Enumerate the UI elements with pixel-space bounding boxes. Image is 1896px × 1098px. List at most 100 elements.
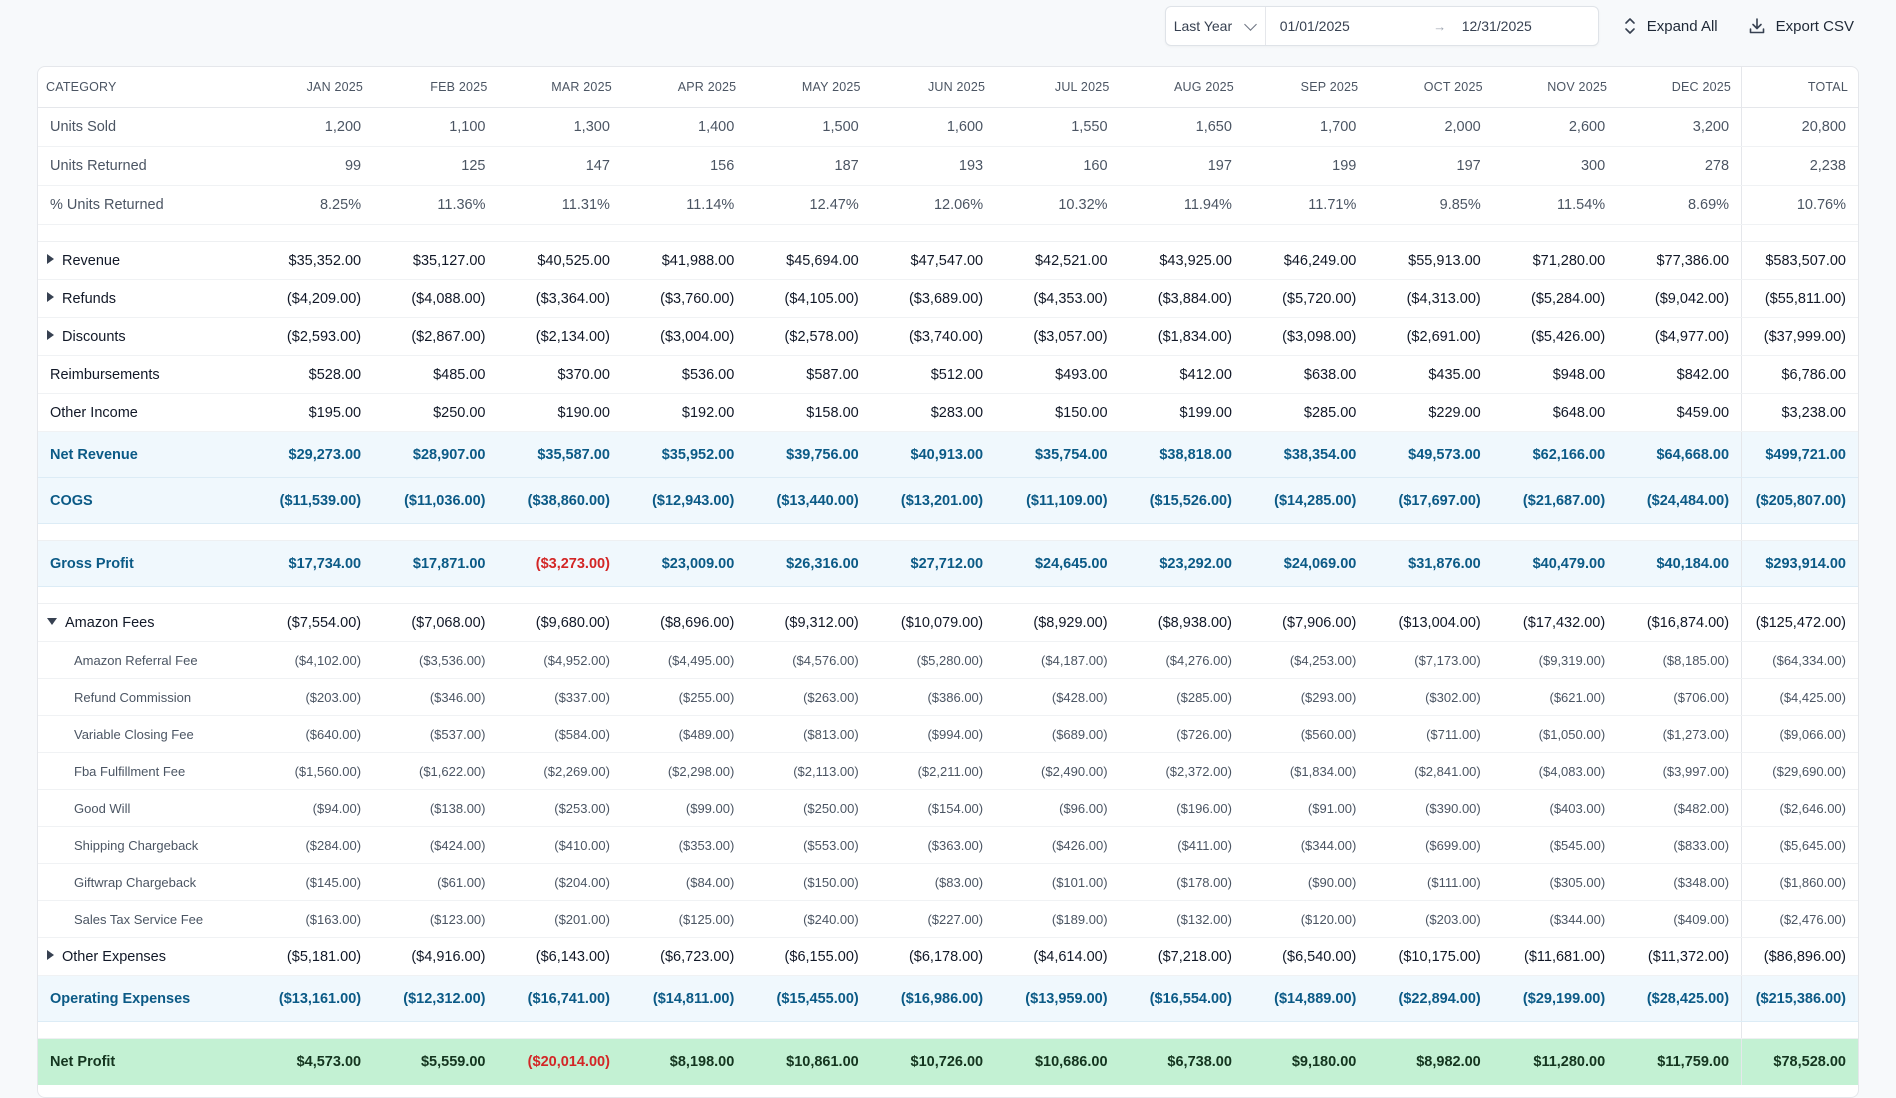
- row-label-text: Amazon Fees: [65, 614, 155, 631]
- value-cell: $8,982.00: [1368, 1038, 1493, 1085]
- spacer-cell: [373, 586, 498, 604]
- spacer-row: [38, 1021, 1858, 1039]
- table-row[interactable]: Revenue $35,352.00 $35,127.00 $40,525.00 $41…: [38, 241, 1858, 280]
- chevron-down-icon: [1243, 17, 1257, 31]
- value-cell: $190.00: [497, 393, 622, 432]
- total-cell: ($29,690.00): [1741, 752, 1858, 790]
- start-date-input[interactable]: 01/01/2025: [1279, 18, 1350, 34]
- spacer-cell: [621, 224, 747, 242]
- caret-right-icon[interactable]: [47, 291, 54, 302]
- spacer-cell: [1368, 586, 1493, 604]
- date-preset-select[interactable]: Last Year: [1166, 7, 1266, 45]
- table-row: COGS ($11,539.00) ($11,036.00) ($38,860.00)…: [38, 477, 1858, 524]
- value-cell: ($409.00): [1617, 900, 1742, 938]
- spacer-cell: [621, 523, 747, 541]
- row-label: Variable Closing Fee: [38, 715, 249, 753]
- column-header-month: FEB 2025: [373, 67, 498, 108]
- spacer-cell: [38, 224, 249, 242]
- value-cell: $35,127.00: [373, 241, 498, 280]
- spacer-cell: [1119, 224, 1244, 242]
- value-cell: $512.00: [870, 355, 996, 394]
- spacer-cell: [497, 523, 622, 541]
- value-cell: ($8,185.00): [1617, 641, 1742, 679]
- row-label[interactable]: Other Expenses: [38, 937, 249, 976]
- spacer-cell: [1741, 586, 1858, 604]
- value-cell: ($4,576.00): [746, 641, 871, 679]
- value-cell: ($13,440.00): [746, 477, 871, 524]
- value-cell: ($22,894.00): [1368, 975, 1493, 1022]
- spacer-cell: [1368, 523, 1493, 541]
- download-icon: [1749, 18, 1764, 34]
- row-label: Reimbursements: [38, 355, 249, 394]
- table-row[interactable]: Refunds ($4,209.00) ($4,088.00) ($3,364.00)…: [38, 279, 1858, 318]
- value-cell: ($5,426.00): [1492, 317, 1618, 356]
- value-cell: ($4,088.00): [373, 279, 498, 318]
- table-row[interactable]: Other Expenses ($5,181.00) ($4,916.00) ($6,…: [38, 937, 1858, 976]
- value-cell: ($1,050.00): [1492, 715, 1618, 753]
- value-cell: ($9,042.00): [1617, 279, 1742, 318]
- value-cell: ($4,105.00): [746, 279, 871, 318]
- value-cell: ($9,680.00): [497, 603, 622, 642]
- value-cell: ($4,209.00): [248, 279, 374, 318]
- total-cell: ($205,807.00): [1741, 477, 1858, 524]
- total-cell: 2,238: [1741, 146, 1858, 186]
- value-cell: ($3,536.00): [373, 641, 498, 679]
- value-cell: $842.00: [1617, 355, 1742, 394]
- value-cell: ($16,741.00): [497, 975, 622, 1022]
- row-label[interactable]: Discounts: [38, 317, 249, 356]
- caret-right-icon[interactable]: [47, 253, 54, 264]
- value-cell: $39,756.00: [746, 431, 871, 478]
- row-label-text: Giftwrap Chargeback: [74, 874, 197, 890]
- spacer-row: [38, 586, 1858, 604]
- value-cell: $4,573.00: [248, 1038, 374, 1085]
- column-header-month: JUN 2025: [870, 67, 996, 108]
- spacer-cell: [248, 224, 374, 242]
- row-label-text: Fba Fulfillment Fee: [74, 763, 186, 779]
- value-cell: ($90.00): [1243, 863, 1369, 901]
- caret-down-icon[interactable]: [47, 617, 57, 625]
- value-cell: ($7,068.00): [373, 603, 498, 642]
- spacer-cell: [248, 1021, 374, 1039]
- value-cell: ($13,161.00): [248, 975, 374, 1022]
- value-cell: ($189.00): [995, 900, 1120, 938]
- table-row: % Units Returned 8.25% 11.36% 11.31% 11.14% 1…: [38, 185, 1858, 225]
- value-cell: ($96.00): [995, 789, 1120, 827]
- value-cell: ($28,425.00): [1617, 975, 1742, 1022]
- total-cell: $3,238.00: [1741, 393, 1858, 432]
- date-preset-value: Last Year: [1173, 18, 1233, 34]
- export-csv-button[interactable]: Export CSV: [1742, 7, 1860, 45]
- value-cell: 11.31%: [497, 185, 622, 225]
- total-cell: ($2,646.00): [1741, 789, 1858, 827]
- caret-right-icon[interactable]: [47, 329, 54, 340]
- table-row[interactable]: Amazon Fees ($7,554.00) ($7,068.00) ($9,680…: [38, 603, 1858, 642]
- value-cell: $49,573.00: [1368, 431, 1493, 478]
- value-cell: $28,907.00: [373, 431, 498, 478]
- table-row[interactable]: Discounts ($2,593.00) ($2,867.00) ($2,134.0…: [38, 317, 1858, 356]
- value-cell: 11.94%: [1119, 185, 1244, 225]
- value-cell: ($4,083.00): [1492, 752, 1618, 790]
- value-cell: 1,400: [621, 107, 747, 147]
- value-cell: ($138.00): [373, 789, 498, 827]
- value-cell: ($227.00): [870, 900, 996, 938]
- row-label[interactable]: Revenue: [38, 241, 249, 280]
- value-cell: ($2,269.00): [497, 752, 622, 790]
- end-date-input[interactable]: 12/31/2025: [1461, 18, 1532, 34]
- spacer-cell: [995, 523, 1120, 541]
- value-cell: 3,200: [1617, 107, 1742, 147]
- value-cell: ($17,432.00): [1492, 603, 1618, 642]
- value-cell: $31,876.00: [1368, 540, 1493, 587]
- row-label[interactable]: Refunds: [38, 279, 249, 318]
- value-cell: $64,668.00: [1617, 431, 1742, 478]
- caret-right-icon[interactable]: [47, 949, 54, 960]
- value-cell: ($7,218.00): [1119, 937, 1244, 976]
- value-cell: ($13,959.00): [995, 975, 1120, 1022]
- value-cell: ($38,860.00): [497, 477, 622, 524]
- value-cell: $35,952.00: [621, 431, 747, 478]
- row-label[interactable]: Amazon Fees: [38, 603, 249, 642]
- value-cell: ($545.00): [1492, 826, 1618, 864]
- value-cell: $536.00: [621, 355, 747, 394]
- value-cell: ($337.00): [497, 678, 622, 716]
- value-cell: 160: [995, 146, 1120, 186]
- expand-all-button[interactable]: Expand All: [1617, 7, 1724, 45]
- value-cell: ($410.00): [497, 826, 622, 864]
